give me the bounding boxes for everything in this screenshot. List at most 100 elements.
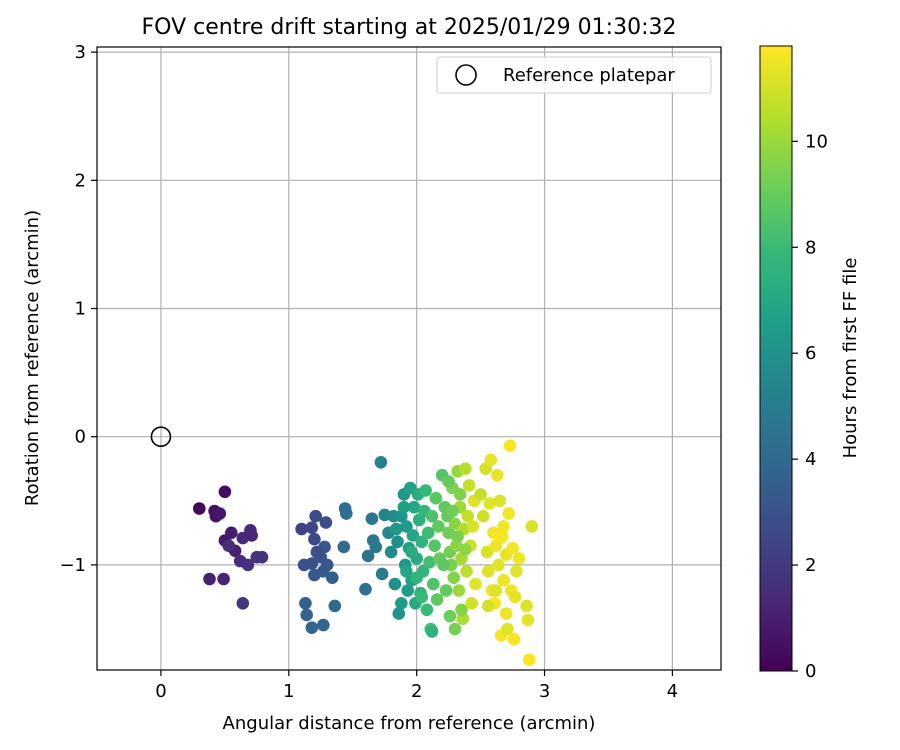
data-point <box>299 597 312 610</box>
data-point <box>437 558 450 572</box>
data-point <box>423 556 436 569</box>
data-point <box>496 530 509 543</box>
y-axis-label: Rotation from reference (arcmin) <box>22 210 43 506</box>
data-point <box>512 552 526 565</box>
data-point <box>405 545 418 559</box>
x-tick-label: 2 <box>411 681 422 702</box>
data-point <box>391 535 404 549</box>
data-point <box>522 653 536 666</box>
data-point <box>462 479 476 492</box>
data-point <box>295 522 308 536</box>
data-point <box>415 535 429 549</box>
y-tick-label: 2 <box>75 170 86 191</box>
colorbar-tick-label: 0 <box>805 661 816 682</box>
data-point <box>397 500 411 514</box>
data-point <box>305 621 319 634</box>
data-point <box>442 475 455 488</box>
data-point <box>420 603 434 617</box>
data-point <box>508 590 522 604</box>
data-point <box>446 504 459 518</box>
y-tick-label: −1 <box>59 555 86 576</box>
data-point <box>474 488 487 501</box>
data-point <box>401 584 415 597</box>
data-point <box>359 582 372 596</box>
data-point <box>489 539 503 552</box>
data-point <box>461 509 475 523</box>
x-tick-label: 1 <box>283 681 294 702</box>
data-point <box>308 532 321 546</box>
data-point <box>502 507 515 520</box>
data-point <box>489 584 503 597</box>
data-point <box>466 520 480 533</box>
data-point <box>455 603 468 617</box>
data-point <box>337 540 351 554</box>
data-point <box>425 509 439 523</box>
scatter-points <box>193 439 539 666</box>
y-tick-label: 0 <box>75 427 86 448</box>
colorbar-tick-label: 6 <box>805 343 816 364</box>
legend: Reference platepar <box>436 56 712 94</box>
colorbar-tick-label: 8 <box>805 237 816 258</box>
data-point <box>465 597 479 610</box>
data-point <box>245 529 258 542</box>
data-point <box>492 558 505 572</box>
data-point <box>374 456 388 469</box>
data-point <box>476 509 490 523</box>
colorbar-tick-label: 4 <box>805 449 816 470</box>
legend-label: Reference platepar <box>503 65 675 86</box>
data-point <box>448 622 462 636</box>
data-point <box>320 558 334 572</box>
data-point <box>361 549 375 563</box>
data-point <box>305 557 319 570</box>
data-point <box>506 541 519 555</box>
data-point <box>453 488 467 501</box>
data-point <box>520 599 533 613</box>
data-point <box>309 509 323 523</box>
data-point <box>497 574 510 587</box>
data-point <box>425 625 439 638</box>
data-point <box>395 597 408 610</box>
data-point <box>392 607 406 620</box>
data-point <box>482 599 495 613</box>
data-point <box>217 572 230 586</box>
data-point <box>460 565 473 578</box>
chart-title: FOV centre drift starting at 2025/01/29 … <box>142 15 677 40</box>
data-point <box>459 543 472 556</box>
data-point <box>255 550 269 564</box>
data-point <box>497 520 510 533</box>
data-point <box>365 512 379 525</box>
y-tick-label: 3 <box>75 42 86 63</box>
data-point <box>490 468 504 482</box>
data-point <box>193 502 206 515</box>
data-point <box>384 545 398 559</box>
data-point <box>429 491 443 505</box>
data-point <box>503 439 517 453</box>
data-point <box>389 522 403 536</box>
data-point <box>328 599 342 613</box>
data-point <box>452 584 466 597</box>
data-point <box>428 539 441 552</box>
data-point <box>447 571 461 584</box>
data-point <box>340 507 353 520</box>
x-tick-label: 0 <box>155 681 166 702</box>
data-point <box>326 571 339 584</box>
data-point <box>521 613 535 627</box>
colorbar-tick-label: 10 <box>805 131 828 152</box>
colorbar-ticks: 0 2 4 6 8 10 <box>792 131 828 682</box>
data-point <box>319 516 333 529</box>
x-tick-label: 3 <box>539 681 550 702</box>
data-point <box>451 530 464 543</box>
data-point <box>310 545 324 559</box>
data-point <box>432 520 445 533</box>
data-point <box>439 584 453 597</box>
x-axis-ticks: 0 1 2 3 4 <box>155 670 678 702</box>
data-point <box>493 494 507 508</box>
data-point <box>400 565 413 578</box>
data-point <box>415 590 429 604</box>
data-point <box>407 500 421 514</box>
data-point <box>305 521 319 534</box>
data-point <box>375 567 389 581</box>
data-point <box>406 529 420 542</box>
data-point <box>427 577 440 591</box>
